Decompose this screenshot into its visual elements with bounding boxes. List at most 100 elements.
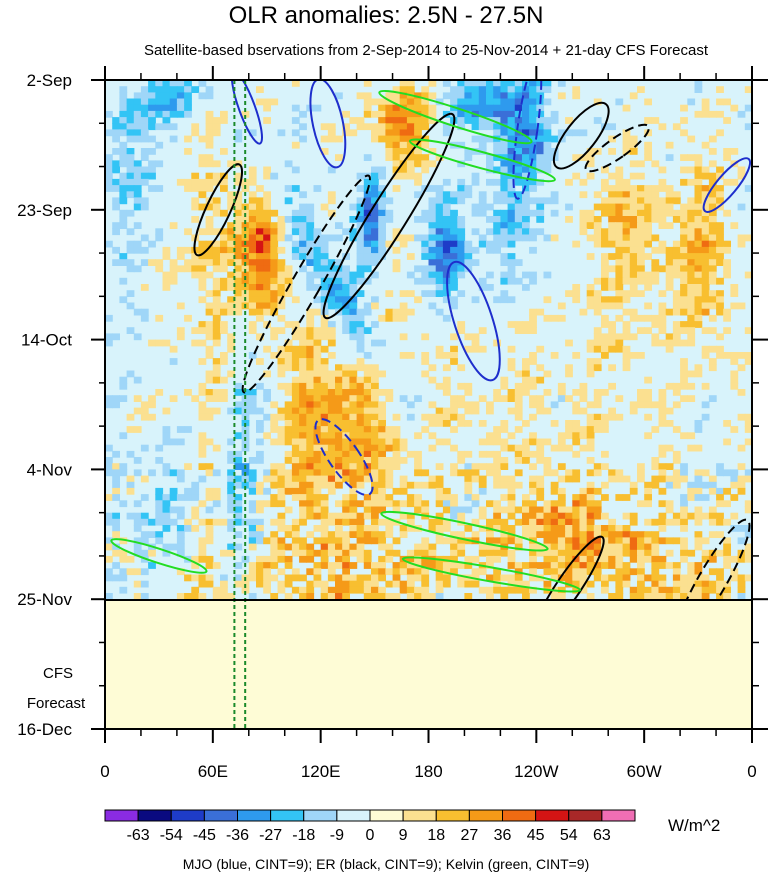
- field-cell: [493, 166, 501, 174]
- field-cell: [572, 284, 581, 291]
- field-cell: [270, 549, 279, 557]
- field-cell: [471, 555, 480, 563]
- field-cell: [694, 154, 703, 161]
- field-cell: [363, 80, 372, 87]
- field-cell: [198, 135, 207, 143]
- field-cell: [342, 574, 350, 582]
- field-cell: [651, 586, 660, 594]
- field-cell: [112, 259, 120, 266]
- field-cell: [579, 426, 588, 433]
- field-cell: [191, 525, 200, 532]
- field-cell: [335, 469, 343, 477]
- field-cell: [378, 246, 386, 254]
- field-cell: [277, 314, 286, 322]
- field-cell: [500, 475, 509, 483]
- field-cell: [342, 512, 350, 520]
- field-cell: [421, 358, 430, 365]
- field-cell: [349, 531, 358, 538]
- field-cell: [529, 104, 537, 112]
- field-cell: [105, 469, 113, 477]
- field-cell: [471, 494, 480, 501]
- field-cell: [586, 154, 595, 161]
- field-cell: [234, 253, 243, 260]
- field-cell: [256, 197, 264, 205]
- field-cell: [378, 543, 386, 551]
- field-cell: [672, 296, 681, 304]
- field-cell: [176, 475, 185, 483]
- forecast-label-line: Forecast: [27, 695, 86, 712]
- field-cell: [629, 481, 638, 489]
- field-cell: [234, 500, 243, 508]
- field-cell: [486, 469, 494, 477]
- field-cell: [234, 234, 243, 242]
- field-cell: [593, 222, 602, 229]
- field-cell: [306, 475, 315, 483]
- field-cell: [191, 86, 200, 93]
- field-cell: [557, 525, 566, 532]
- field-cell: [198, 253, 207, 260]
- field-cell: [615, 284, 624, 291]
- field-cell: [450, 240, 458, 248]
- field-cell: [284, 438, 293, 446]
- field-cell: [248, 302, 257, 310]
- field-cell: [371, 259, 379, 266]
- field-cell: [155, 444, 164, 452]
- field-cell: [486, 549, 494, 557]
- field-cell: [572, 450, 581, 458]
- field-cell: [176, 494, 185, 501]
- field-cell: [277, 327, 286, 334]
- field-cell: [450, 407, 458, 415]
- field-cell: [665, 259, 674, 266]
- field-cell: [586, 568, 595, 576]
- field-cell: [651, 265, 660, 273]
- field-cell: [385, 438, 394, 446]
- field-cell: [133, 178, 142, 186]
- field-cell: [291, 438, 300, 446]
- field-cell: [529, 352, 537, 359]
- field-cell: [349, 586, 358, 594]
- field-cell: [378, 500, 386, 508]
- field-cell: [270, 246, 279, 254]
- field-cell: [593, 98, 602, 106]
- field-cell: [227, 191, 235, 199]
- field-cell: [723, 543, 731, 551]
- field-cell: [716, 253, 724, 260]
- field-cell: [363, 438, 372, 446]
- field-cell: [363, 376, 372, 384]
- field-cell: [320, 562, 329, 569]
- field-cell: [493, 123, 501, 131]
- field-cell: [212, 586, 221, 594]
- field-cell: [363, 98, 372, 106]
- field-cell: [464, 382, 473, 390]
- field-cell: [665, 345, 674, 353]
- field-cell: [378, 574, 386, 582]
- field-cell: [507, 141, 516, 149]
- field-cell: [327, 420, 336, 427]
- field-cell: [119, 382, 128, 390]
- field-cell: [198, 438, 207, 446]
- colorbar-swatch: [270, 809, 305, 822]
- field-cell: [299, 253, 307, 260]
- field-cell: [622, 494, 631, 501]
- field-cell: [126, 178, 135, 186]
- field-cell: [335, 296, 343, 304]
- field-cell: [220, 389, 228, 396]
- field-cell: [615, 98, 624, 106]
- field-cell: [385, 123, 394, 131]
- field-cell: [500, 222, 509, 229]
- field-cell: [342, 290, 350, 297]
- field-cell: [378, 209, 386, 217]
- field-cell: [414, 178, 422, 186]
- field-cell: [536, 562, 545, 569]
- field-cell: [500, 426, 509, 433]
- field-cell: [615, 178, 624, 186]
- field-cell: [299, 537, 307, 545]
- field-cell: [450, 543, 458, 551]
- field-cell: [486, 432, 494, 440]
- field-cell: [593, 277, 602, 285]
- field-cell: [457, 92, 466, 100]
- field-cell: [716, 500, 724, 508]
- field-cell: [478, 240, 487, 248]
- field-cell: [234, 178, 243, 186]
